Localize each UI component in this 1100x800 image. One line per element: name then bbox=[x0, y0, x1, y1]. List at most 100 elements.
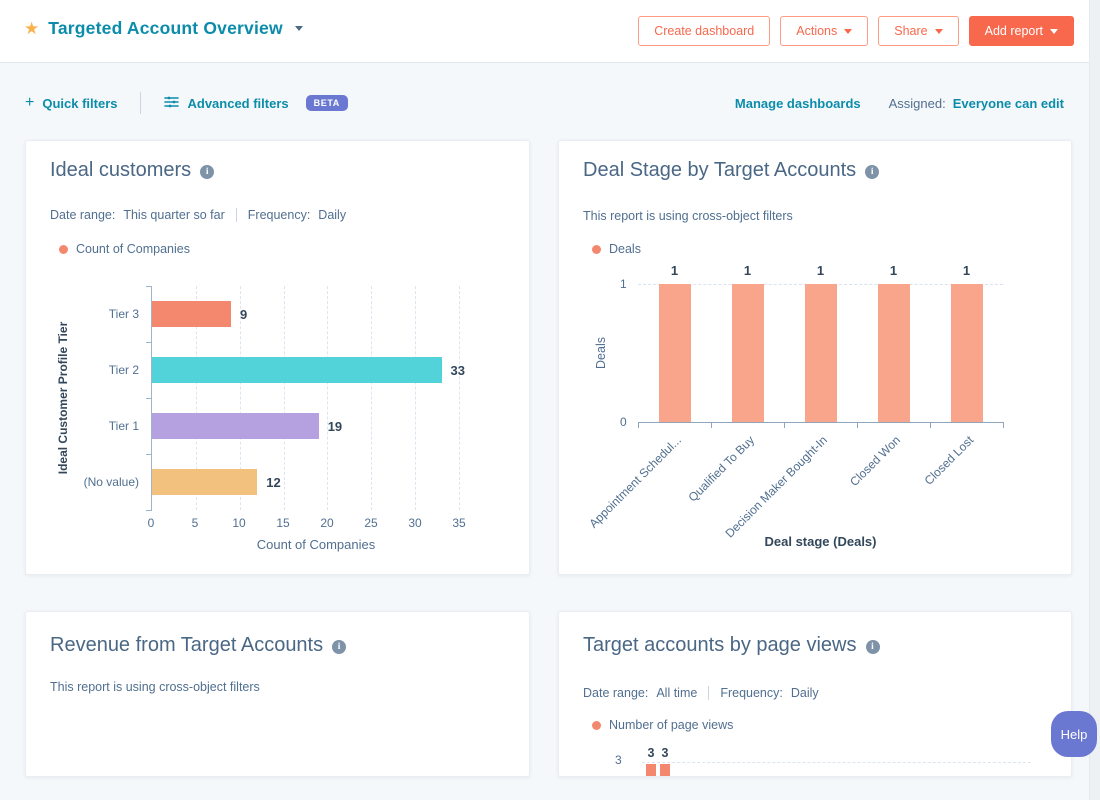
report-title: Target accounts by page views i bbox=[583, 634, 880, 657]
x-category-label: Qualified To Buy bbox=[685, 433, 758, 505]
legend-dot-icon bbox=[592, 720, 601, 730]
x-category-label: Appointment Schedul... bbox=[586, 433, 685, 531]
gridline bbox=[371, 286, 373, 510]
x-axis-label: Deal stage (Deals) bbox=[764, 534, 877, 549]
chevron-down-icon bbox=[1050, 28, 1058, 34]
category-label: Tier 1 bbox=[108, 419, 139, 433]
bar-value-label: 19 bbox=[327, 418, 343, 434]
frequency-label: Frequency: bbox=[247, 208, 311, 222]
divider bbox=[140, 92, 142, 114]
bar-row: 33 bbox=[152, 342, 481, 398]
bar-value-label: 1 bbox=[889, 263, 898, 278]
chart-legend[interactable]: Count of Companies bbox=[59, 242, 190, 256]
help-button[interactable]: Help bbox=[1051, 711, 1097, 757]
x-tick: 15 bbox=[276, 516, 290, 530]
report-meta: Date range: This quarter so far Frequenc… bbox=[50, 208, 346, 222]
frequency-value: Daily bbox=[790, 686, 819, 700]
create-dashboard-button[interactable]: Create dashboard bbox=[638, 16, 771, 46]
x-category-label: Closed Won bbox=[847, 433, 904, 489]
sliders-icon bbox=[164, 96, 180, 111]
axis-tick bbox=[930, 422, 931, 428]
gridline bbox=[642, 762, 1031, 763]
info-icon[interactable]: i bbox=[200, 165, 215, 179]
y-tick: 3 bbox=[615, 753, 622, 767]
axis-tick bbox=[146, 286, 152, 287]
scrollbar-track[interactable] bbox=[1089, 0, 1100, 800]
bar[interactable] bbox=[646, 764, 656, 776]
x-axis-label: Count of Companies bbox=[256, 537, 376, 552]
quick-filters-button[interactable]: + Quick filters bbox=[25, 95, 117, 111]
category-label: (No value) bbox=[83, 475, 139, 489]
filter-bar-right: Manage dashboards Assigned: Everyone can… bbox=[735, 96, 1064, 111]
assigned-label: Assigned: bbox=[888, 95, 946, 111]
y-category-labels: Tier 3 Tier 2 Tier 1 (No value) bbox=[26, 286, 139, 510]
chart-legend[interactable]: Deals bbox=[592, 242, 641, 256]
y-axis-label: Deals bbox=[594, 337, 608, 369]
share-button[interactable]: Share bbox=[878, 16, 959, 46]
bar-value-label: 12 bbox=[266, 474, 281, 490]
header-buttons: Create dashboard Actions Share Add repor… bbox=[638, 16, 1074, 46]
report-meta: Date range: All time Frequency: Daily bbox=[583, 686, 819, 700]
x-axis-ticks: 0 5 10 15 20 25 30 35 bbox=[148, 516, 481, 530]
divider bbox=[708, 686, 710, 700]
axis-tick bbox=[638, 422, 639, 428]
x-tick: 30 bbox=[408, 516, 422, 530]
bar-value-label: 3 bbox=[661, 746, 669, 760]
advanced-filters-button[interactable]: Advanced filters BETA bbox=[164, 95, 348, 111]
dashboard-title-group: ★ Targeted Account Overview bbox=[24, 18, 303, 39]
bar-row: 9 bbox=[152, 286, 481, 342]
report-title-text: Deal Stage by Target Accounts bbox=[583, 159, 857, 181]
report-title: Revenue from Target Accounts i bbox=[50, 634, 347, 657]
quick-filters-label: Quick filters bbox=[42, 95, 118, 111]
bar-Tier 1[interactable] bbox=[152, 413, 319, 439]
beta-badge: BETA bbox=[305, 95, 348, 111]
bar-Decision Maker Bought-In[interactable] bbox=[804, 284, 837, 422]
assigned-value-link[interactable]: Everyone can edit bbox=[952, 95, 1064, 111]
share-label: Share bbox=[894, 24, 928, 38]
plus-icon: + bbox=[25, 94, 35, 111]
manage-dashboards-link[interactable]: Manage dashboards bbox=[734, 95, 861, 111]
bar-Qualified To Buy[interactable] bbox=[731, 284, 764, 422]
report-title-text: Target accounts by page views bbox=[583, 634, 857, 656]
gridline bbox=[239, 286, 241, 510]
date-range-value: This quarter so far bbox=[123, 208, 225, 222]
category-label: Tier 3 bbox=[108, 307, 139, 321]
chevron-down-icon bbox=[844, 28, 853, 34]
date-range-label: Date range: bbox=[50, 208, 116, 222]
axis-tick bbox=[146, 398, 152, 399]
bar-Tier 2[interactable] bbox=[152, 357, 442, 383]
actions-button[interactable]: Actions bbox=[780, 16, 869, 46]
bar-Tier 3[interactable] bbox=[152, 301, 231, 327]
legend-label: Number of page views bbox=[609, 718, 734, 732]
report-title-text: Revenue from Target Accounts bbox=[50, 634, 324, 656]
bar-Appointment Schedul...[interactable] bbox=[658, 284, 691, 422]
bar-value-label: 1 bbox=[962, 263, 971, 278]
add-report-button[interactable]: Add report bbox=[968, 16, 1074, 46]
bar-value-label: 33 bbox=[450, 362, 465, 378]
info-icon[interactable]: i bbox=[865, 165, 880, 179]
chart-legend[interactable]: Number of page views bbox=[592, 718, 733, 732]
report-title: Ideal customers i bbox=[50, 159, 215, 182]
create-dashboard-label: Create dashboard bbox=[654, 24, 755, 38]
cross-object-filters-note: This report is using cross-object filter… bbox=[583, 209, 793, 223]
bar-Closed Won[interactable] bbox=[877, 284, 910, 422]
dashboard-title-caret-icon[interactable] bbox=[294, 26, 303, 31]
dashboard-title[interactable]: Targeted Account Overview bbox=[48, 18, 283, 38]
legend-dot-icon bbox=[59, 244, 68, 254]
gridline bbox=[415, 286, 417, 510]
advanced-filters-label: Advanced filters bbox=[187, 95, 289, 111]
date-range-value: All time bbox=[656, 686, 698, 700]
info-icon[interactable]: i bbox=[865, 640, 880, 654]
bar-(No value)[interactable] bbox=[152, 469, 258, 495]
dashboard-header: ★ Targeted Account Overview Create dashb… bbox=[0, 0, 1100, 63]
legend-label: Deals bbox=[609, 242, 641, 256]
chevron-down-icon bbox=[934, 28, 943, 34]
bar-Closed Lost[interactable] bbox=[950, 284, 983, 422]
deal-stage-chart-plot: 0 1 1 1 1 1 1 bbox=[620, 263, 1004, 429]
bar[interactable] bbox=[660, 764, 670, 776]
info-icon[interactable]: i bbox=[332, 640, 347, 654]
gridline bbox=[459, 286, 461, 510]
bar-value-label: 1 bbox=[816, 263, 825, 278]
favorite-star-icon[interactable]: ★ bbox=[24, 19, 40, 38]
